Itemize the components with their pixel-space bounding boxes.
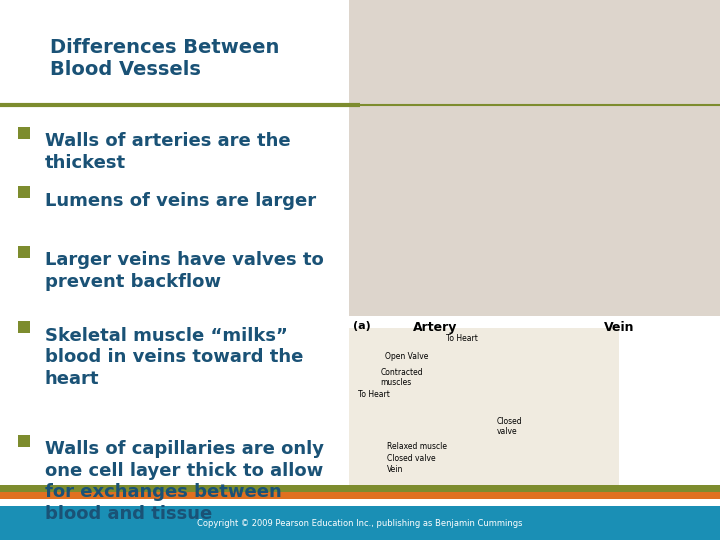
Text: Walls of capillaries are only
one cell layer thick to allow
for exchanges betwee: Walls of capillaries are only one cell l… (45, 440, 324, 523)
FancyBboxPatch shape (349, 328, 619, 492)
Text: Open Valve: Open Valve (385, 352, 428, 361)
Text: Closed
valve: Closed valve (497, 417, 523, 436)
Text: Closed valve: Closed valve (387, 454, 436, 463)
FancyBboxPatch shape (18, 435, 30, 447)
FancyBboxPatch shape (0, 499, 720, 506)
FancyBboxPatch shape (0, 485, 720, 492)
Text: To Heart: To Heart (358, 390, 390, 399)
FancyBboxPatch shape (18, 186, 30, 198)
Text: Vein: Vein (604, 321, 634, 334)
FancyBboxPatch shape (0, 492, 720, 499)
Text: Differences Between
Blood Vessels: Differences Between Blood Vessels (50, 38, 280, 79)
Text: Skeletal muscle “milks”
blood in veins toward the
heart: Skeletal muscle “milks” blood in veins t… (45, 327, 303, 388)
FancyBboxPatch shape (0, 506, 720, 540)
Text: Lumens of veins are larger: Lumens of veins are larger (45, 192, 316, 210)
Text: Relaxed muscle: Relaxed muscle (387, 442, 446, 451)
FancyBboxPatch shape (349, 0, 720, 316)
FancyBboxPatch shape (18, 127, 30, 139)
Text: Contracted
muscles: Contracted muscles (380, 368, 423, 387)
Text: Vein: Vein (387, 465, 403, 475)
Text: Larger veins have valves to
prevent backflow: Larger veins have valves to prevent back… (45, 251, 323, 291)
Text: (a): (a) (353, 321, 371, 332)
Text: To Heart: To Heart (446, 334, 478, 343)
Text: Walls of arteries are the
thickest: Walls of arteries are the thickest (45, 132, 290, 172)
FancyBboxPatch shape (18, 321, 30, 333)
FancyBboxPatch shape (18, 246, 30, 258)
Text: Artery: Artery (413, 321, 458, 334)
Text: Copyright © 2009 Pearson Education Inc., publishing as Benjamin Cummings: Copyright © 2009 Pearson Education Inc.,… (197, 519, 523, 528)
